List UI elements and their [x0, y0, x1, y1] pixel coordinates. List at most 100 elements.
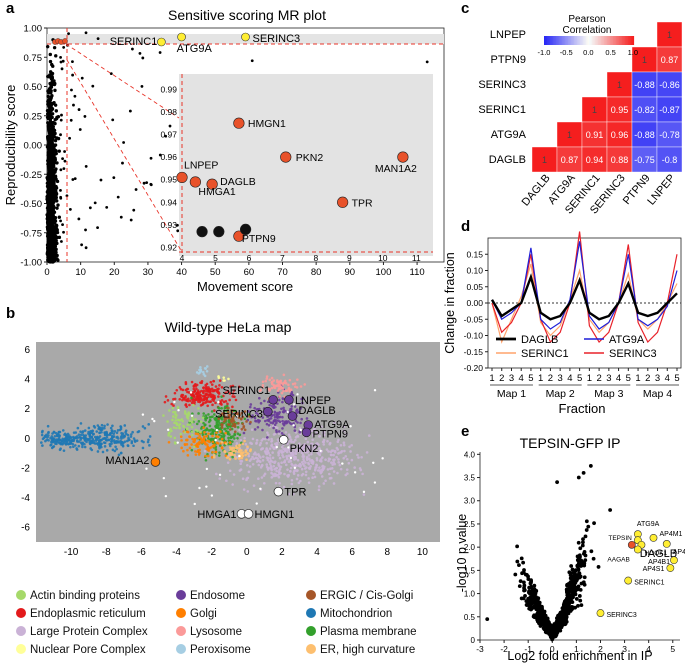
map-point [293, 429, 297, 432]
volcano-point [584, 528, 589, 532]
map-point [190, 443, 193, 446]
map-point [222, 420, 226, 423]
map-point [215, 472, 218, 476]
map-point [317, 469, 320, 472]
background-point [47, 199, 51, 203]
map-point [231, 440, 234, 443]
map-point [268, 462, 272, 466]
inset-y-tick-label: 0.94 [160, 197, 177, 207]
map-point [176, 405, 180, 409]
map-point [208, 388, 212, 391]
map-point [197, 407, 200, 410]
map-point [91, 437, 95, 441]
background-point [52, 45, 57, 50]
map-point [331, 463, 334, 466]
inset-x-tick-label: 10 [378, 253, 388, 263]
legend-item: Lysosome [176, 626, 242, 638]
colorscale-bin [575, 36, 578, 45]
background-point [54, 109, 58, 113]
background-point [55, 161, 59, 165]
colorscale-bin [548, 36, 551, 45]
background-point [52, 210, 57, 214]
map-point [346, 457, 349, 461]
volcano-point [519, 556, 524, 561]
background-point [61, 59, 65, 63]
volcano-point [522, 586, 526, 590]
map-point [329, 453, 333, 457]
map-point [272, 404, 276, 408]
map-point [44, 439, 47, 443]
background-point [49, 71, 54, 75]
map-point [264, 379, 268, 383]
map-point [231, 455, 234, 459]
map-point [61, 439, 65, 443]
map-point [286, 474, 289, 477]
map-point [132, 444, 135, 448]
map-point [190, 380, 194, 384]
background-point [105, 205, 109, 209]
protein-marker [278, 435, 289, 445]
map-point [353, 466, 356, 469]
map-point [181, 388, 185, 392]
map-point [126, 433, 130, 437]
map-point [278, 387, 282, 390]
background-point [54, 149, 58, 153]
background-point [47, 99, 51, 103]
background-point [109, 72, 113, 76]
panel-d-plot: 0.150.100.050.00-0.05-0.10-0.15-0.201 2 3 4… [464, 231, 682, 400]
map-point [171, 418, 174, 422]
map-point [345, 468, 349, 471]
map-point [308, 466, 311, 470]
protein-label: MAN1A2 [105, 455, 149, 467]
map-point [263, 399, 266, 403]
map-point [333, 421, 336, 424]
map-point [119, 425, 122, 428]
map-point [283, 472, 286, 476]
map-point [248, 465, 252, 468]
x-tick-label: 90 [345, 267, 356, 278]
unassigned-point [299, 428, 302, 432]
map-point [110, 429, 114, 432]
map-point [349, 450, 352, 453]
map-point [109, 440, 113, 443]
background-point [48, 150, 52, 154]
map-point [321, 440, 325, 444]
fraction-tick-label: 4 [616, 373, 621, 384]
map-point [173, 410, 177, 414]
map-point [234, 457, 237, 460]
background-point [84, 246, 88, 250]
map-point [326, 468, 330, 471]
colorscale-bin [593, 36, 596, 45]
map-point [213, 443, 216, 446]
colorscale-bin [562, 36, 564, 45]
map-point [310, 461, 313, 465]
map-point [65, 436, 69, 440]
map-point [237, 444, 241, 447]
map-point [261, 380, 265, 384]
volcano-point [582, 575, 587, 580]
panel-c-letter: c [461, 0, 469, 17]
x-tick-label: 100 [376, 267, 392, 278]
map-point [266, 418, 269, 422]
background-point [99, 178, 103, 182]
volcano-point [568, 609, 573, 613]
colorscale-bin [574, 36, 576, 45]
map-point [245, 464, 249, 467]
map-point [253, 428, 257, 431]
map-point [206, 454, 210, 458]
volcano-point [572, 570, 577, 575]
fraction-tick-label: 2 [548, 373, 553, 384]
map-point [290, 478, 294, 482]
inset-label: MAN1A2 [375, 163, 417, 175]
map-point [260, 464, 264, 468]
map-point [276, 389, 280, 393]
unassigned-point [177, 408, 180, 412]
map-point [181, 398, 184, 402]
volcano-point [576, 567, 581, 572]
colorscale-bin [622, 36, 624, 45]
unassigned-point [193, 502, 196, 506]
unassigned-point [218, 473, 222, 477]
panel-a-letter: a [6, 0, 15, 17]
map-point [277, 398, 281, 402]
